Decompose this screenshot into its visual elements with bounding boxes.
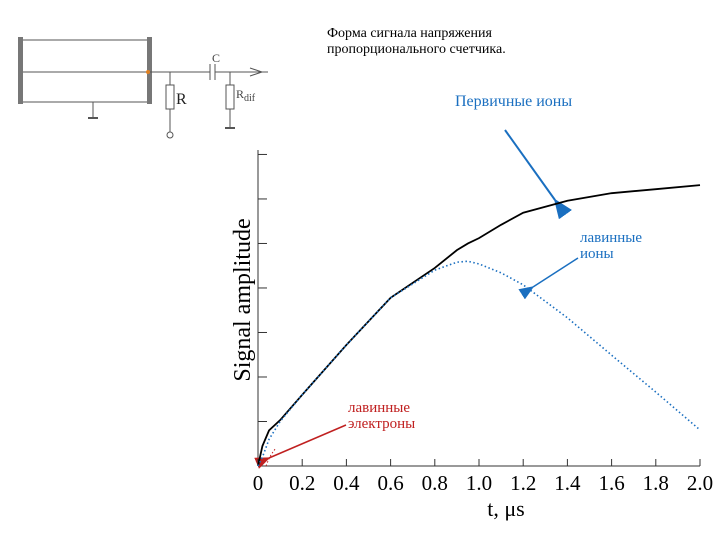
rdif-label: Rdif xyxy=(236,87,256,104)
x-tick-label: 1.8 xyxy=(643,471,669,495)
y-axis-label: Signal amplitude xyxy=(230,218,256,381)
annotation: лавинные ионы xyxy=(580,230,643,262)
annotation: лавинные электроны xyxy=(348,400,416,432)
x-tick-label: 0.6 xyxy=(377,471,403,495)
annotation: Первичные ионы xyxy=(455,93,573,110)
x-tick-label: 0.8 xyxy=(422,471,448,495)
x-tick-label: 1.0 xyxy=(466,471,492,495)
x-tick-label: 0.2 xyxy=(289,471,315,495)
x-axis-label: t, μs xyxy=(487,496,524,521)
circuit-diagram xyxy=(18,37,268,139)
x-tick-label: 1.4 xyxy=(554,471,581,495)
x-tick-label: 1.6 xyxy=(598,471,624,495)
x-tick-label: 0 xyxy=(253,471,264,495)
rdif-sub: dif xyxy=(244,93,256,104)
arrow xyxy=(504,129,572,220)
capacitor-label: C xyxy=(212,51,220,65)
series-line xyxy=(257,184,701,467)
x-tick-label: 1.2 xyxy=(510,471,536,495)
resistor-label: R xyxy=(176,91,187,108)
rdif-main: R xyxy=(236,87,244,101)
electron-trace xyxy=(265,447,277,467)
x-tick-label: 2.0 xyxy=(687,471,713,495)
arrow xyxy=(518,257,579,300)
series-line xyxy=(257,260,701,467)
x-tick-label: 0.4 xyxy=(333,471,360,495)
slide-title: Форма сигнала напряжения пропорционально… xyxy=(327,26,506,57)
arrow xyxy=(254,424,347,469)
